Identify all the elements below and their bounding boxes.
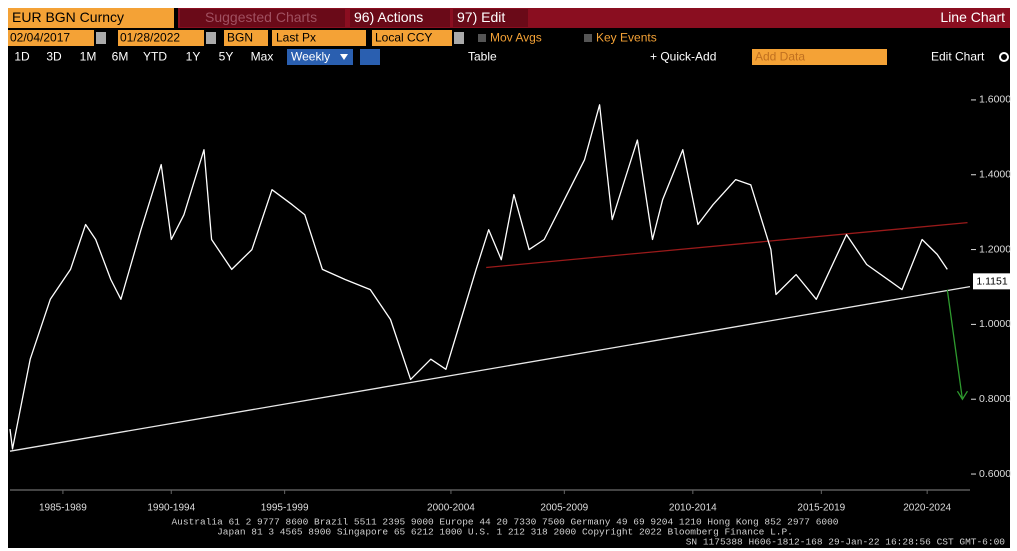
- source: BGN: [227, 31, 253, 45]
- edit: 97) Edit: [457, 9, 505, 25]
- x-tick-label: 1990-1994: [147, 503, 195, 514]
- field-box[interactable]: [272, 30, 366, 46]
- end-date: 01/28/2022: [120, 31, 180, 45]
- field: Last Px: [276, 31, 316, 45]
- last-value: 1.1151: [976, 276, 1007, 288]
- y-tick-label: 1.2000: [979, 243, 1011, 255]
- range-button[interactable]: 3D: [46, 50, 62, 64]
- security-box[interactable]: [8, 8, 174, 28]
- range-button[interactable]: 1M: [80, 50, 97, 64]
- last-value-box: [973, 273, 1011, 290]
- start-date-box[interactable]: [8, 30, 94, 46]
- y-tick-label: 0.8000: [979, 393, 1011, 405]
- edit-button[interactable]: [453, 9, 528, 27]
- range-button[interactable]: YTD: [143, 50, 167, 64]
- trend-line: [486, 221, 968, 269]
- security: EUR BGN Curncy: [12, 9, 124, 25]
- arrow-head: [956, 390, 968, 401]
- screen-bg: [8, 8, 1010, 548]
- x-tick-label: 2005-2009: [540, 503, 588, 514]
- table[interactable]: Table: [468, 50, 497, 64]
- source-box[interactable]: [224, 30, 268, 46]
- dropdown-icon[interactable]: [454, 32, 464, 44]
- start-date: 02/04/2017: [10, 31, 70, 45]
- checkbox[interactable]: [584, 34, 592, 42]
- range-button[interactable]: Max: [251, 50, 274, 64]
- range-button[interactable]: 1Y: [186, 50, 201, 64]
- checkbox[interactable]: [478, 34, 486, 42]
- range-button[interactable]: 1D: [14, 50, 30, 64]
- y-tick-label: 1.0000: [979, 318, 1011, 330]
- footer-line: Japan 81 3 4565 8900 Singapore 65 6212 1…: [217, 527, 793, 538]
- key-events: Key Events: [596, 31, 657, 45]
- end-date-box[interactable]: [118, 30, 204, 46]
- footer-line: Australia 61 2 9777 8600 Brazil 5511 239…: [171, 517, 838, 528]
- frequency: Weekly: [291, 50, 330, 64]
- quick-add[interactable]: + Quick-Add: [650, 50, 716, 64]
- x-tick-label: 2020-2024: [903, 503, 951, 514]
- footer-line: SN 1175388 H606-1812-168 29-Jan-22 16:28…: [686, 537, 1006, 548]
- range-button[interactable]: 6M: [112, 50, 129, 64]
- calendar-icon[interactable]: [206, 32, 216, 44]
- trend-line: [9, 285, 971, 452]
- frequency-box[interactable]: [287, 49, 353, 65]
- x-tick-label: 1995-1999: [261, 503, 309, 514]
- settings-icon[interactable]: [999, 52, 1009, 62]
- actions: 96) Actions: [354, 9, 423, 25]
- currency-box[interactable]: [372, 30, 452, 46]
- x-tick-label: 2000-2004: [427, 503, 475, 514]
- trend-line: [946, 289, 964, 400]
- price-line: [9, 104, 948, 450]
- x-tick-label: 1985-1989: [39, 503, 87, 514]
- y-tick-label: 1.6000: [979, 94, 1011, 106]
- range-buttons: 1D 3D 1M 6M YTD 1Y 5Y Max: [14, 50, 273, 64]
- add-data-box[interactable]: [752, 49, 887, 65]
- suggested-button[interactable]: [180, 9, 345, 27]
- edit-chart[interactable]: Edit Chart: [931, 50, 985, 64]
- add-data: Add Data: [755, 50, 805, 64]
- y-tick-label: 0.6000: [979, 468, 1011, 480]
- mov-avgs: Mov Avgs: [490, 31, 542, 45]
- dropdown-arrow: [340, 54, 348, 60]
- actions-button[interactable]: [350, 9, 450, 27]
- range-button[interactable]: 5Y: [219, 50, 234, 64]
- y-tick-label: 1.4000: [979, 169, 1011, 181]
- x-tick-label: 2010-2014: [669, 503, 717, 514]
- chart-type: Line Chart: [940, 9, 1005, 25]
- suggested-charts: Suggested Charts: [205, 9, 317, 25]
- currency: Local CCY: [375, 31, 432, 45]
- calendar-icon[interactable]: [96, 32, 106, 44]
- chart-icon[interactable]: [360, 49, 380, 65]
- x-tick-label: 2015-2019: [797, 503, 845, 514]
